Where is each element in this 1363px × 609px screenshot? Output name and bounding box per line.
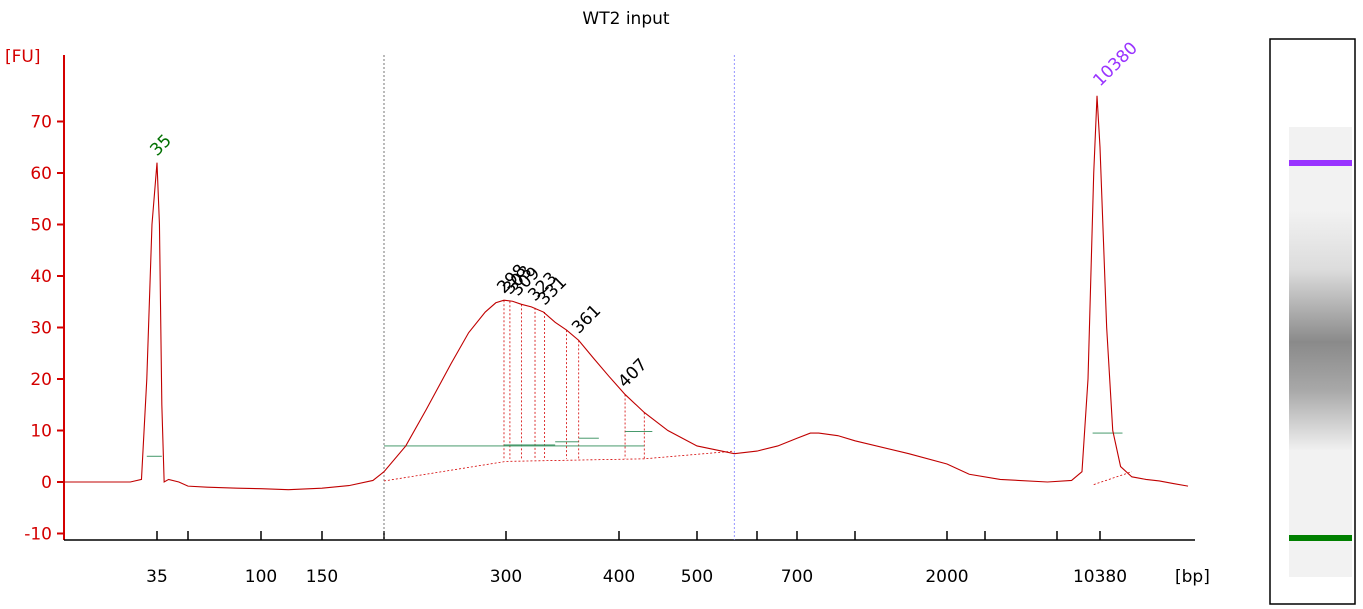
x-tick-label: 150 — [306, 567, 338, 587]
gel-smear — [1289, 210, 1352, 450]
upper-marker-baseline — [1093, 471, 1132, 485]
x-tick-label: 2000 — [925, 567, 968, 587]
y-tick-label: 40 — [30, 267, 52, 287]
y-tick-label: 70 — [30, 113, 52, 133]
x-tick-label: 700 — [781, 567, 813, 587]
y-tick-label: 10 — [30, 422, 52, 442]
y-tick-label: 20 — [30, 370, 52, 390]
peak-label: 407 — [614, 355, 651, 392]
electropherogram-trace — [60, 95, 1189, 491]
y-tick-label: -10 — [24, 525, 52, 545]
smear-baseline — [383, 450, 735, 482]
y-tick-label: 60 — [30, 164, 52, 184]
gel-upper-marker-band — [1289, 160, 1352, 166]
y-tick-label: 0 — [41, 473, 52, 493]
x-tick-label: 500 — [681, 567, 713, 587]
peak-label: 361 — [568, 301, 605, 338]
gel-lane — [1269, 38, 1356, 605]
x-tick-label: 35 — [146, 567, 168, 587]
x-tick-label: 10380 — [1073, 567, 1127, 587]
chart-title: WT2 input — [582, 9, 669, 29]
peak-label: 35 — [146, 131, 175, 160]
y-tick-label: 30 — [30, 319, 52, 339]
y-axis-label: [FU] — [5, 47, 41, 67]
gel-lower-marker-band — [1289, 535, 1352, 541]
x-axis-label: [bp] — [1175, 567, 1210, 587]
y-tick-label: 50 — [30, 216, 52, 236]
peak-label: 10380 — [1089, 38, 1141, 90]
x-tick-label: 400 — [603, 567, 635, 587]
x-tick-label: 100 — [245, 567, 277, 587]
x-tick-label: 300 — [490, 567, 522, 587]
